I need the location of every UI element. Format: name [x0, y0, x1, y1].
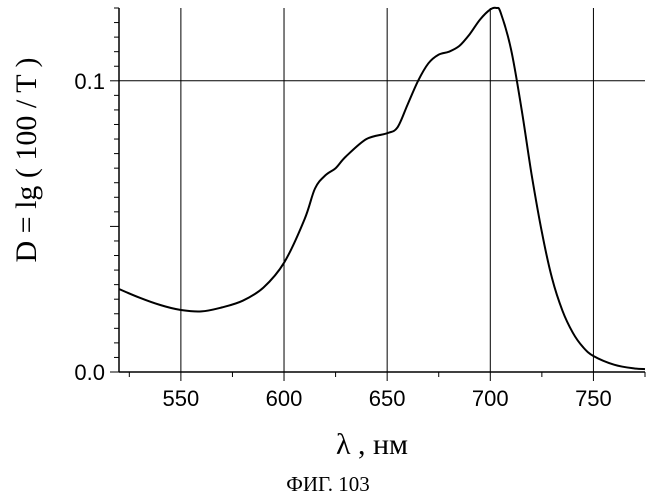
x-tick-label: 700 [472, 386, 509, 411]
series-line-0 [119, 8, 645, 369]
y-axis-ticks: 0.0 0.1 [74, 8, 119, 385]
x-tick-label: 750 [575, 386, 612, 411]
x-tick-label: 650 [369, 386, 406, 411]
x-tick-label: 550 [163, 386, 200, 411]
figure-caption: ФИГ. 103 [0, 472, 656, 497]
x-axis-ticks: 550 600 650 700 750 [129, 372, 645, 411]
y-axis-title: D = lg ( 100 / T ) [10, 58, 43, 263]
y-tick-label: 0.1 [74, 69, 105, 94]
series-group [119, 8, 645, 369]
x-axis-title: λ , нм [336, 428, 408, 461]
x-tick-label: 600 [266, 386, 303, 411]
y-tick-label: 0.0 [74, 360, 105, 385]
